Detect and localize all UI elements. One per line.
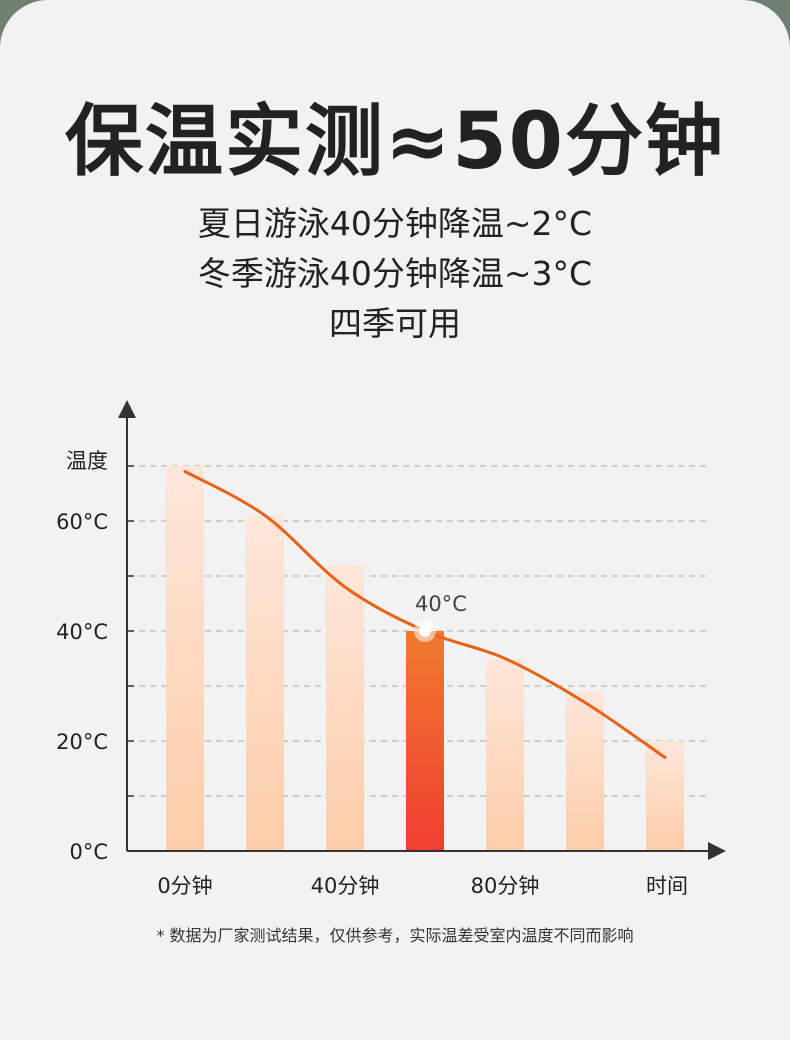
bar: [326, 565, 364, 851]
bar: [566, 691, 604, 851]
all-season-line: 四季可用: [329, 304, 461, 343]
x-axis-arrow-icon: [708, 842, 726, 860]
x-tick-label: 0分钟: [157, 874, 212, 898]
bar: [166, 466, 204, 851]
y-tick-label: 40°C: [56, 620, 108, 644]
highlight-data-label: 40°C: [415, 592, 467, 616]
y-axis-arrow-icon: [118, 400, 136, 418]
highlight-point: [419, 625, 431, 637]
footnote: * 数据为厂家测试结果，仅供参考，实际温差受室内温度不同而影响: [156, 926, 634, 945]
bar: [246, 515, 284, 851]
x-axis-label: 时间: [646, 874, 688, 898]
y-tick-label: 60°C: [56, 510, 108, 534]
bar: [486, 658, 524, 851]
y-tick-label: 0°C: [69, 840, 108, 864]
y-tick-label: 20°C: [56, 730, 108, 754]
winter-line: 冬季游泳40分钟降温~3°C: [197, 254, 593, 293]
x-tick-label: 80分钟: [471, 874, 540, 898]
y-axis-label: 温度: [66, 449, 108, 473]
bar: [646, 741, 684, 851]
page-title: 保温实测≈50分钟: [65, 97, 725, 187]
bar-highlight: [406, 631, 444, 851]
x-tick-label: 40分钟: [311, 874, 380, 898]
summer-line: 夏日游泳40分钟降温~2°C: [197, 204, 593, 243]
